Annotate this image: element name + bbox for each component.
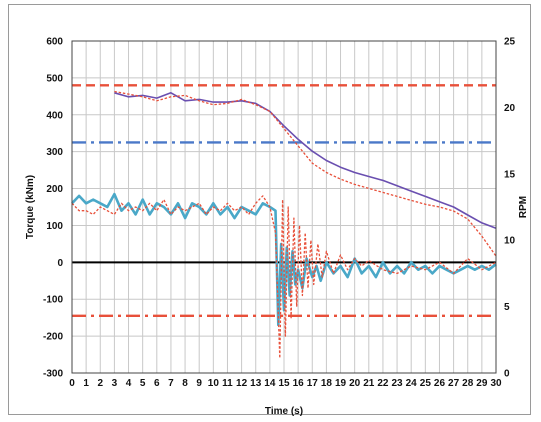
y-left-tick-label: 100	[46, 221, 63, 232]
x-tick-label: 9	[196, 378, 202, 389]
tick-labels: 0 1 2 3 4 5 6 7 8 9 10 11 12 13 14 15 16 17 18 19 20 21 22 23 24…	[43, 37, 516, 390]
y-right-tick-label: 20	[504, 103, 516, 114]
x-tick-label: 5	[140, 378, 146, 389]
y-right-tick-label: 15	[504, 169, 516, 180]
y-right-tick-label: 0	[504, 369, 510, 380]
x-tick-label: 17	[307, 378, 319, 389]
x-tick-label: 6	[154, 378, 160, 389]
y-left-tick-label: -100	[43, 295, 63, 306]
x-tick-label: 29	[476, 378, 488, 389]
x-tick-label: 8	[182, 378, 188, 389]
y-right-tick-label: 5	[504, 302, 510, 313]
x-tick-label: 27	[448, 378, 460, 389]
y-left-tick-label: 200	[46, 184, 63, 195]
x-tick-label: 4	[126, 378, 132, 389]
y-right-tick-label: 10	[504, 236, 516, 247]
x-axis-label: Time (s)	[265, 406, 303, 417]
x-tick-label: 20	[349, 378, 361, 389]
x-tick-label: 16	[293, 378, 305, 389]
x-tick-label: 1	[83, 378, 89, 389]
x-tick-label: 3	[112, 378, 118, 389]
x-tick-label: 22	[377, 378, 389, 389]
x-tick-label: 24	[406, 378, 418, 389]
x-tick-label: 15	[278, 378, 290, 389]
x-tick-label: 19	[335, 378, 347, 389]
plot-area-border	[71, 40, 497, 374]
x-tick-label: 11	[222, 378, 233, 389]
x-tick-label: 18	[321, 378, 333, 389]
y-axis-left-label: Torque (kNm)	[25, 175, 36, 239]
y-left-tick-label: 600	[46, 37, 63, 48]
y-left-tick-label: -300	[43, 369, 63, 380]
x-tick-label: 26	[434, 378, 446, 389]
y-left-tick-label: -200	[43, 332, 63, 343]
x-tick-label: 10	[208, 378, 220, 389]
series-group	[71, 90, 497, 359]
y-right-tick-label: 25	[504, 37, 516, 48]
x-tick-label: 7	[168, 378, 174, 389]
y-left-tick-label: 0	[57, 258, 63, 269]
series-line	[71, 195, 497, 359]
x-tick-label: 23	[392, 378, 404, 389]
x-tick-label: 2	[97, 378, 103, 389]
y-left-tick-label: 400	[46, 110, 63, 121]
series-line	[114, 92, 497, 229]
x-tick-label: 14	[264, 378, 276, 389]
x-tick-label: 21	[363, 378, 375, 389]
x-tick-label: 0	[69, 378, 75, 389]
y-left-tick-label: 300	[46, 147, 63, 158]
series-line	[71, 192, 497, 327]
y-left-tick-label: 500	[46, 73, 63, 84]
x-tick-label: 12	[236, 378, 248, 389]
x-tick-label: 28	[462, 378, 474, 389]
y-axis-right-label: RPM	[518, 196, 529, 218]
x-tick-label: 25	[420, 378, 432, 389]
series-line	[114, 90, 497, 257]
x-tick-label: 30	[490, 378, 502, 389]
x-tick-label: 13	[250, 378, 262, 389]
